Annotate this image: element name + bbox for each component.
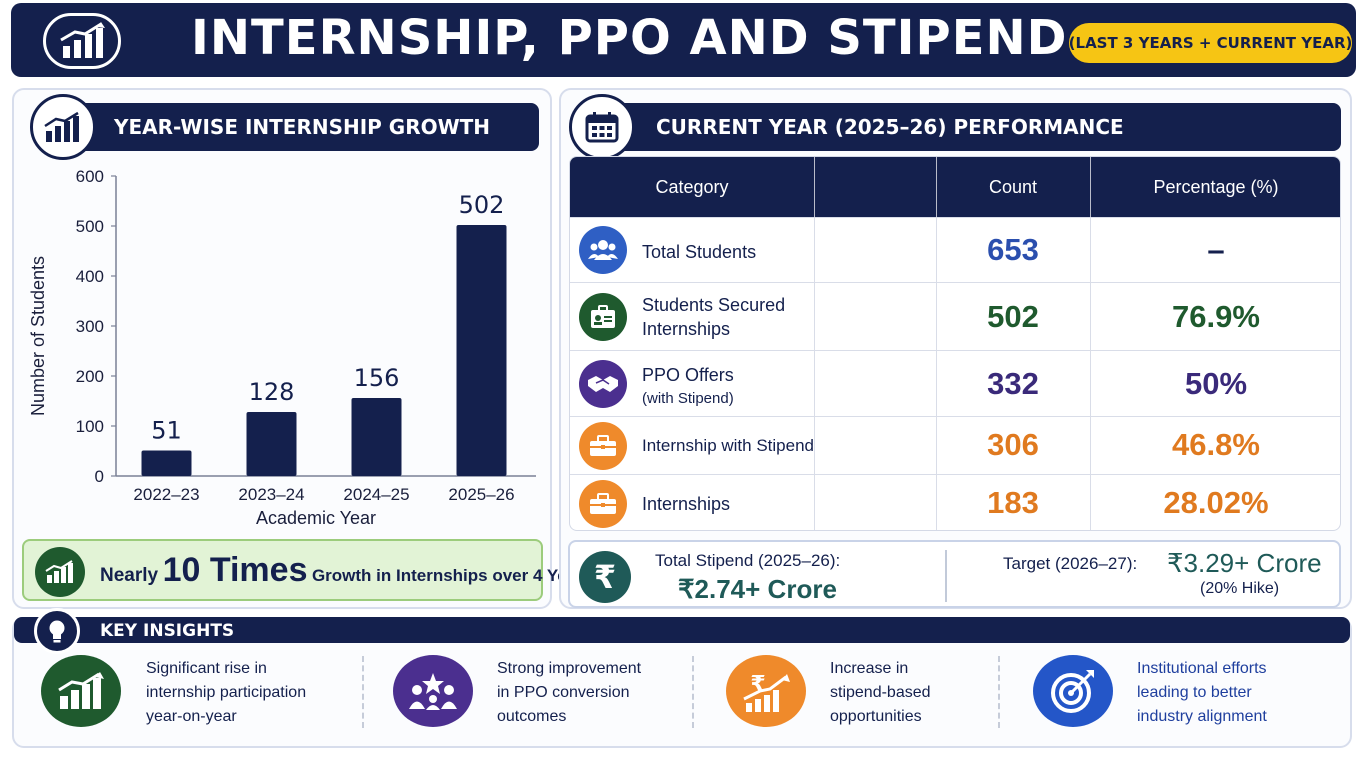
- table-row: Internship with Stipend 306 46.8%: [570, 416, 1340, 474]
- table-header: Category Count Percentage (%): [570, 157, 1340, 217]
- target-icon: [1033, 655, 1113, 727]
- stipend-summary: ₹ Total Stipend (2025–26): ₹2.74+ Crore …: [568, 540, 1341, 608]
- total-stipend-label: Total Stipend (2025–26):: [655, 551, 841, 570]
- briefcase-icon: [579, 422, 627, 470]
- y-tick-label: 600: [76, 167, 104, 186]
- y-tick-label: 400: [76, 267, 104, 286]
- divider: [692, 656, 694, 728]
- row-count: 306: [987, 427, 1039, 462]
- row-percentage: 76.9%: [1172, 299, 1260, 334]
- y-axis-title: Number of Students: [28, 256, 48, 416]
- insight-text: Increase in stipend-based opportunities: [830, 660, 931, 725]
- row-percentage: –: [1207, 232, 1225, 267]
- row-label: PPO Offers (with Stipend): [642, 363, 734, 411]
- target-label: Target (2026–27):: [1003, 554, 1138, 573]
- briefcase-icon: [579, 480, 627, 528]
- data-label: 156: [354, 364, 400, 392]
- page-title: INTERNSHIP, PPO AND STIPEND: [191, 10, 1068, 66]
- table-row: Total Students 653 –: [570, 217, 1340, 282]
- row-count: 653: [987, 232, 1039, 267]
- row-count: 502: [987, 299, 1039, 334]
- insight-text: Significant rise in internship participa…: [146, 660, 307, 725]
- header-category: Category: [655, 176, 729, 197]
- growth-chart-icon: [35, 547, 85, 597]
- team-star-icon: [393, 655, 473, 727]
- row-label-main: PPO Offers: [642, 365, 734, 385]
- rupee-growth-icon: ₹: [726, 655, 806, 727]
- data-label: 51: [151, 417, 182, 445]
- users-icon: [579, 226, 627, 274]
- y-tick-label: 300: [76, 317, 104, 336]
- id-badge-icon: [579, 293, 627, 341]
- growth-note: Nearly 10 Times Growth in Internships ov…: [100, 551, 592, 590]
- row-label-sub: Internships: [642, 319, 731, 339]
- target-note: (20% Hike): [1200, 580, 1280, 597]
- growth-section-title: YEAR-WISE INTERNSHIP GROWTH: [42, 103, 539, 151]
- row-percentage: 50%: [1184, 366, 1248, 401]
- growth-note-suffix: Growth in Internships over 4 Years: [311, 566, 593, 585]
- calendar-icon: [569, 94, 635, 160]
- table-row: Students Secured Internships 502 76.9%: [570, 282, 1340, 350]
- growth-chart-icon: [43, 13, 121, 69]
- divider: [945, 550, 947, 602]
- x-tick-label: 2024–25: [343, 485, 409, 504]
- header-count: Count: [988, 176, 1038, 197]
- table-row: PPO Offers (with Stipend) 332 50%: [570, 350, 1340, 416]
- internship-growth-chart: 0 100 200 300 400 500 600 51 2022–23 128 2023–24 15…: [28, 167, 536, 528]
- bar-2024–25: [351, 398, 402, 476]
- row-label-main: Students Secured: [642, 295, 786, 315]
- row-count: 183: [987, 485, 1039, 520]
- row-label: Internship with Stipend: [642, 436, 814, 455]
- divider: [362, 656, 364, 728]
- lightbulb-icon: [34, 608, 80, 654]
- performance-table: Category Count Percentage (%) Total Stud…: [569, 156, 1341, 531]
- insight-text: Strong improvement in PPO conversion out…: [497, 660, 642, 725]
- handshake-icon: [579, 360, 627, 408]
- growth-chart-icon: [30, 94, 96, 160]
- rupee-icon: ₹: [579, 551, 631, 603]
- x-tick-label: 2023–24: [238, 485, 304, 504]
- x-axis-title: Academic Year: [256, 508, 376, 528]
- period-badge: (LAST 3 YEARS + CURRENT YEAR): [1069, 23, 1352, 63]
- y-tick-label: 100: [76, 417, 104, 436]
- growth-highlight: Nearly 10 Times Growth in Internships ov…: [22, 539, 592, 601]
- bar-2023–24: [246, 412, 297, 476]
- x-tick-label: 2022–23: [133, 485, 199, 504]
- insight-text: Institutional efforts leading to better …: [1137, 660, 1267, 725]
- header-percentage: Percentage (%): [1153, 176, 1279, 197]
- row-percentage: 46.8%: [1172, 427, 1260, 462]
- y-tick-label: 200: [76, 367, 104, 386]
- bar-2022–23: [141, 450, 192, 476]
- target-value: ₹3.29+ Crore: [1167, 548, 1322, 578]
- growth-chart-icon: [41, 655, 121, 727]
- key-insights-bar: [14, 617, 1350, 643]
- page-header: INTERNSHIP, PPO AND STIPEND (LAST 3 YEAR…: [11, 3, 1356, 77]
- growth-note-prefix: Nearly: [100, 565, 159, 586]
- row-percentage: 28.02%: [1163, 485, 1269, 520]
- y-tick-label: 500: [76, 217, 104, 236]
- bar-2025–26: [456, 225, 507, 476]
- y-tick-label: 0: [95, 467, 104, 486]
- growth-note-emphasis: 10 Times: [162, 551, 308, 589]
- row-label-sub: (with Stipend): [642, 390, 734, 407]
- row-label: Internships: [642, 494, 731, 514]
- row-count: 332: [987, 366, 1039, 401]
- x-tick-label: 2025–26: [448, 485, 514, 504]
- row-label: Students Secured Internships: [642, 293, 785, 341]
- total-stipend-value: ₹2.74+ Crore: [678, 574, 837, 604]
- data-label: 128: [249, 378, 295, 406]
- data-label: 502: [459, 191, 505, 219]
- key-insights-title: KEY INSIGHTS: [100, 621, 235, 641]
- divider: [998, 656, 1000, 728]
- table-row: Internships 183 28.02%: [570, 474, 1340, 530]
- row-label: Total Students: [642, 242, 757, 262]
- performance-section-title: CURRENT YEAR (2025–26) PERFORMANCE: [588, 103, 1341, 151]
